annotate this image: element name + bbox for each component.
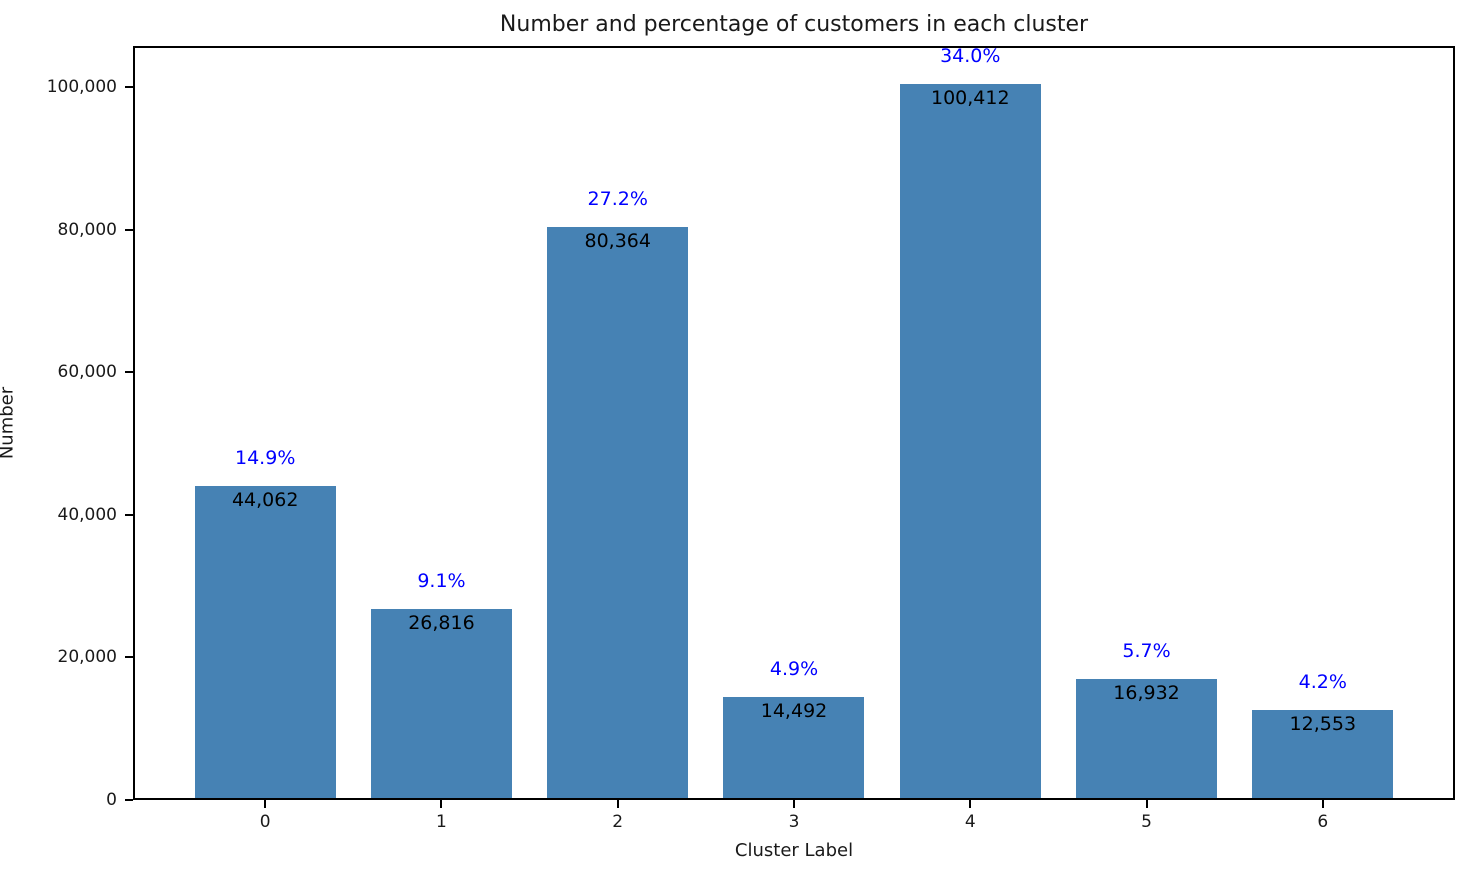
x-tick-mark [969,800,972,808]
x-tick-mark [616,800,619,808]
x-axis-label: Cluster Label [734,840,854,861]
x-tick-label: 2 [612,812,624,832]
y-tick-mark [125,656,133,659]
x-tick-label: 4 [964,812,976,832]
y-axis-label: Number [0,386,18,460]
y-tick-mark [125,85,133,88]
plot-area [133,46,1455,800]
y-tick-mark [125,513,133,516]
x-tick-label: 6 [1317,812,1329,832]
y-axis-label-wrap: Number [0,0,44,870]
x-tick-label: 1 [436,812,447,832]
x-tick-mark [793,800,795,808]
x-tick-mark [440,800,443,808]
x-tick-mark [1145,800,1148,808]
y-tick-mark [125,799,133,801]
y-tick-mark [125,228,133,231]
x-tick-mark [1321,800,1324,808]
x-tick-label: 3 [788,812,800,832]
chart-title: Number and percentage of customers in ea… [499,12,1089,37]
x-tick-mark [264,800,267,808]
x-tick-label: 5 [1141,812,1152,832]
x-tick-label: 0 [259,812,271,832]
y-tick-mark [125,371,133,374]
